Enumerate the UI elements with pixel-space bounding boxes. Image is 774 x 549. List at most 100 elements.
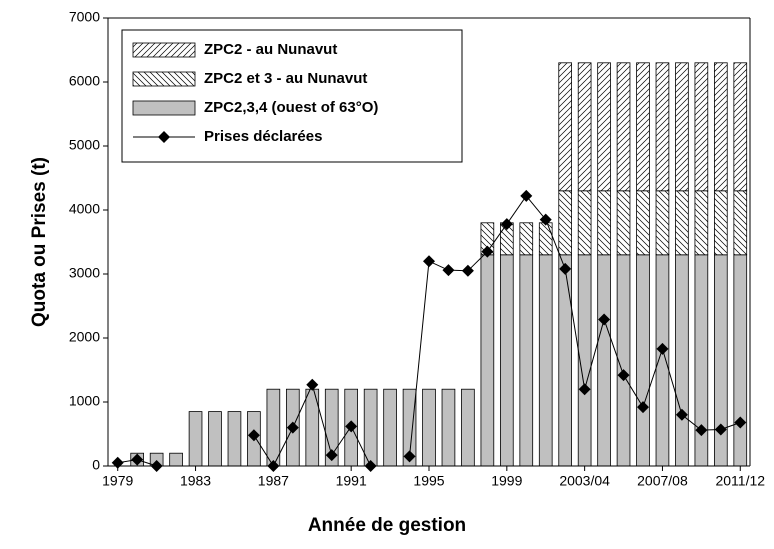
y-tick-label: 4000 — [69, 201, 100, 217]
bar — [227, 411, 242, 467]
bar — [480, 254, 495, 467]
bar — [655, 254, 670, 467]
bar — [636, 190, 650, 256]
bar — [363, 388, 378, 467]
catch-marker — [345, 420, 358, 433]
catch-marker — [734, 416, 747, 429]
y-tick-label: 1000 — [69, 393, 100, 409]
bar — [519, 254, 534, 467]
legend-swatch — [132, 100, 196, 116]
bar — [188, 411, 203, 467]
catch-marker — [520, 189, 533, 202]
catch-marker — [306, 378, 319, 391]
catch-marker — [131, 453, 144, 466]
catch-marker — [598, 313, 611, 326]
bar — [694, 62, 709, 192]
bar — [558, 190, 573, 256]
bar — [597, 190, 611, 256]
catch-marker — [481, 245, 494, 258]
catch-marker — [695, 424, 708, 437]
x-tick-label: 2007/08 — [637, 473, 688, 489]
legend-label: ZPC2 - au Nunavut — [204, 41, 337, 58]
x-tick-label: 1987 — [258, 473, 289, 489]
y-tick-label: 7000 — [69, 9, 100, 25]
bar — [597, 62, 611, 192]
catch-marker — [675, 408, 688, 421]
catch-marker — [150, 460, 163, 472]
legend-label: Prises déclarées — [204, 128, 322, 145]
y-tick-label: 0 — [92, 457, 100, 473]
bar — [558, 62, 573, 192]
bar — [616, 190, 631, 256]
bar — [538, 222, 553, 256]
catch-marker — [403, 450, 416, 463]
y-tick-label: 2000 — [69, 329, 100, 345]
bar — [733, 190, 748, 256]
bar — [597, 254, 611, 467]
bar — [675, 190, 689, 256]
bar — [461, 388, 475, 467]
x-tick-label: 1995 — [413, 473, 444, 489]
bar — [636, 254, 650, 467]
catch-line — [409, 195, 741, 457]
catch-marker — [247, 429, 260, 442]
catch-marker — [267, 460, 280, 472]
x-tick-label: 1983 — [180, 473, 211, 489]
legend-swatch — [132, 71, 196, 87]
catch-marker — [111, 456, 124, 469]
catch-marker — [539, 213, 552, 226]
bar — [713, 62, 728, 192]
catch-marker — [578, 383, 591, 396]
bar — [577, 62, 592, 192]
x-tick-label: 1991 — [336, 473, 367, 489]
x-tick-label: 2011/12 — [715, 473, 765, 489]
x-tick-label: 2003/04 — [559, 473, 610, 489]
bar — [519, 222, 534, 256]
bar — [733, 62, 748, 192]
x-axis-label: Année de gestion — [308, 515, 466, 536]
legend-marker — [158, 131, 170, 143]
catch-marker — [559, 262, 572, 275]
bar — [538, 254, 553, 467]
catch-marker — [617, 369, 630, 382]
catch-marker — [714, 423, 727, 436]
bar — [655, 62, 670, 192]
x-tick-label: 1979 — [102, 473, 133, 489]
bar — [558, 254, 573, 467]
bar — [675, 254, 689, 467]
bar — [616, 254, 631, 467]
y-tick-label: 3000 — [69, 265, 100, 281]
bar — [675, 62, 689, 192]
y-tick-label: 5000 — [69, 137, 100, 153]
catch-marker — [500, 218, 513, 231]
legend-swatch — [132, 42, 196, 58]
bar — [422, 388, 436, 467]
legend-label: ZPC2 et 3 - au Nunavut — [204, 70, 367, 87]
catch-marker — [656, 342, 669, 355]
bar — [733, 254, 748, 467]
x-tick-label: 1999 — [491, 473, 522, 489]
y-tick-label: 6000 — [69, 73, 100, 89]
catch-marker — [442, 264, 455, 277]
bar — [655, 190, 670, 256]
bar — [208, 411, 222, 467]
bar — [266, 388, 281, 467]
bar — [441, 388, 456, 467]
bar — [616, 62, 631, 192]
bar — [169, 452, 183, 467]
bar — [694, 190, 709, 256]
bar — [713, 190, 728, 256]
catch-marker — [325, 449, 338, 462]
y-axis-label: Quota ou Prises (t) — [29, 157, 50, 327]
catch-marker — [423, 255, 435, 268]
bar — [577, 190, 592, 256]
legend-label: ZPC2,3,4 (ouest of 63°O) — [204, 99, 378, 116]
catch-marker — [364, 460, 377, 472]
catch-marker — [286, 421, 299, 434]
bar — [636, 62, 650, 192]
bar — [383, 388, 397, 467]
bar — [499, 254, 514, 467]
catch-marker — [461, 264, 474, 277]
catch-marker — [637, 401, 649, 414]
